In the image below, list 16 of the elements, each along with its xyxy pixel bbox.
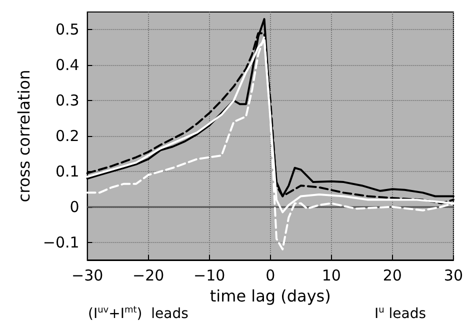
y-tick-label: −0.1 [42,233,80,252]
y-tick-label: 0.4 [55,56,80,74]
y-tick-label: 0.1 [55,162,80,180]
y-axis-title: cross correlation [14,70,34,202]
y-tick-label: 0.5 [55,20,80,39]
x-tick-label: 20 [382,266,402,284]
y-tick-label: 0 [70,198,80,216]
x-tick-label: −10 [194,266,226,284]
x-axis-title: time lag (days) [210,286,331,306]
x-tick-label: 30 [444,266,464,284]
y-tick-label: 0.2 [55,127,80,145]
x-tick-label: 0 [266,266,276,284]
x-tick-label: −20 [132,266,164,284]
x-tick-label: 10 [322,266,341,284]
y-tick-label: 0.3 [55,92,80,110]
x-tick-label: −30 [71,266,104,284]
